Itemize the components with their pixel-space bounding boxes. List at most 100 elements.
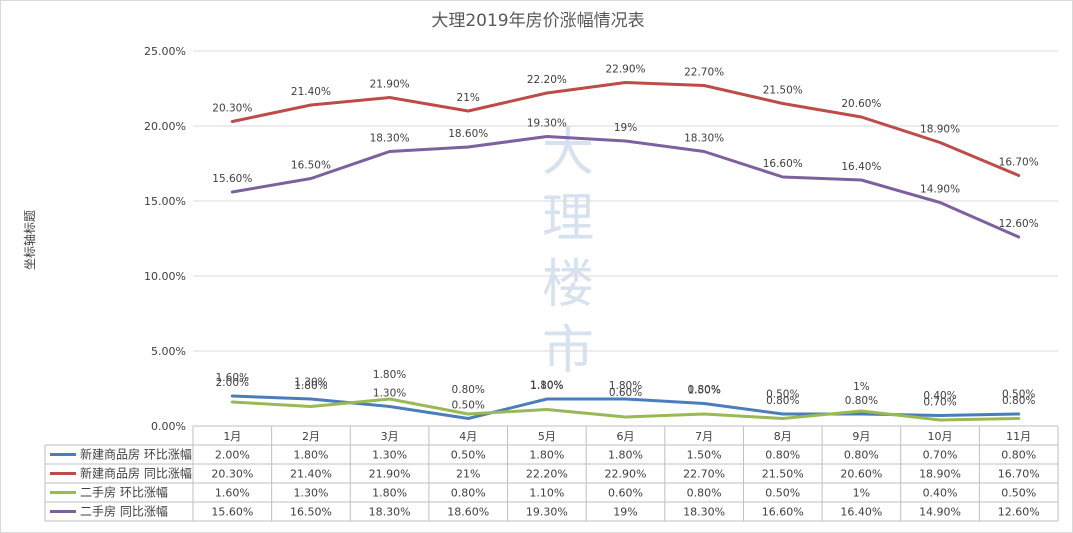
table-cell: 0.80% — [844, 449, 879, 462]
x-tick-label: 10月 — [928, 430, 953, 443]
chart-title: 大理2019年房价涨幅情况表 — [431, 11, 644, 31]
table-cell: 16.60% — [762, 506, 804, 519]
series-line-3 — [230, 397, 1021, 422]
table-cell: 0.70% — [923, 449, 958, 462]
data-label: 1.30% — [294, 377, 327, 389]
data-label: 0.80% — [687, 384, 720, 396]
data-labels: 2.00% 1.80%1.30%0.50%1.80% 1.80% 1.50%0.80%… — [212, 64, 1038, 412]
table-cell: 1% — [853, 487, 870, 500]
data-label: 15.60% — [212, 173, 252, 185]
data-label: 22.90% — [605, 64, 645, 76]
series-line-2 — [230, 81, 1021, 177]
table-cell: 0.80% — [765, 449, 800, 462]
data-label: 20.60% — [841, 98, 881, 110]
y-axis-title: 坐标轴标题 — [22, 210, 37, 270]
data-label: 0.50% — [1002, 389, 1035, 401]
table-cell: 21.40% — [290, 468, 332, 481]
y-axis-tick-labels: 0.00% 5.00% 10.00% 15.00% 20.00% 25.00% — [144, 45, 186, 433]
data-label: 0.50% — [766, 389, 799, 401]
x-tick-label: 1月 — [223, 430, 241, 443]
legend-entry: 新建商品房 环比涨幅 — [80, 447, 192, 462]
data-label: 16.70% — [999, 157, 1039, 169]
table-cell: 0.80% — [451, 487, 486, 500]
table-cell: 20.60% — [840, 468, 882, 481]
x-tick-label: 3月 — [381, 430, 399, 443]
data-label: 1.30% — [373, 388, 406, 400]
table-cell: 18.30% — [683, 506, 725, 519]
table-cell: 21.50% — [762, 468, 804, 481]
table-cell: 21.90% — [369, 468, 411, 481]
data-label: 0.40% — [923, 390, 956, 402]
table-cell: 21% — [456, 468, 480, 481]
table-cell: 2.00% — [215, 449, 250, 462]
data-label: 16.40% — [841, 161, 881, 173]
data-label: 1.50% — [687, 385, 720, 397]
x-tick-label: 5月 — [538, 430, 556, 443]
table-cell: 1.10% — [529, 487, 564, 500]
data-label: 21% — [457, 92, 480, 104]
data-label: 1% — [853, 381, 870, 393]
x-tick-label: 6月 — [617, 430, 635, 443]
table-cell: 14.90% — [919, 506, 961, 519]
x-tick-label: 2月 — [302, 430, 320, 443]
data-label: 1.80% — [609, 380, 642, 392]
y-tick-label: 15.00% — [144, 195, 186, 208]
table-cell: 1.30% — [293, 487, 328, 500]
legend-entry: 二手房 同比涨幅 — [80, 504, 168, 519]
table-cell: 19% — [613, 506, 637, 519]
table-cell: 16.50% — [290, 506, 332, 519]
table-cell: 0.40% — [923, 487, 958, 500]
table-cell: 22.90% — [605, 468, 647, 481]
y-tick-label: 20.00% — [144, 120, 186, 133]
table-cell: 0.80% — [1001, 449, 1036, 462]
data-label: 18.60% — [448, 128, 488, 140]
data-label: 21.50% — [763, 85, 803, 97]
table-cell: 16.40% — [840, 506, 882, 519]
watermark-char: 楼 — [542, 255, 594, 315]
data-label: 18.90% — [920, 124, 960, 136]
x-tick-label: 8月 — [774, 430, 792, 443]
data-label: 0.80% — [1002, 395, 1035, 407]
legend-entry: 新建商品房 同比涨幅 — [80, 466, 192, 481]
data-label: 1.80% — [373, 369, 406, 381]
series-lines — [230, 81, 1021, 422]
table-cell: 12.60% — [998, 506, 1040, 519]
table-cell: 0.80% — [687, 487, 722, 500]
table-cell: 18.30% — [369, 506, 411, 519]
y-tick-label: 10.00% — [144, 270, 186, 283]
data-label: 0.80% — [845, 395, 878, 407]
y-tick-label: 0.00% — [151, 420, 186, 433]
table-cell: 18.90% — [919, 468, 961, 481]
data-label: 19.30% — [527, 118, 567, 130]
watermark-char: 理 — [542, 189, 594, 249]
table-cell: 20.30% — [211, 468, 253, 481]
table-cell: 18.60% — [447, 506, 489, 519]
table-cell: 15.60% — [211, 506, 253, 519]
data-label: 16.50% — [291, 160, 331, 172]
data-label: 12.60% — [999, 218, 1039, 230]
data-label: 20.30% — [212, 103, 252, 115]
table-cell: 1.80% — [372, 487, 407, 500]
data-label: 0.60% — [609, 387, 642, 399]
data-label: 1.80% — [530, 380, 563, 392]
table-cell: 1.80% — [529, 449, 564, 462]
table-cell: 1.60% — [215, 487, 250, 500]
data-label: 22.20% — [527, 74, 567, 86]
series-line-4 — [230, 135, 1021, 239]
data-label: 14.90% — [920, 184, 960, 196]
table-cell: 0.50% — [1001, 487, 1036, 500]
watermark-char: 大 — [542, 123, 594, 183]
x-tick-label: 7月 — [695, 430, 713, 443]
data-label: 22.70% — [684, 67, 724, 79]
table-cell: 1.80% — [608, 449, 643, 462]
table-cell: 1.50% — [687, 449, 722, 462]
table-cell: 0.60% — [608, 487, 643, 500]
table-cell: 22.70% — [683, 468, 725, 481]
data-label: 1.80% — [294, 380, 327, 392]
data-label: 18.30% — [370, 133, 410, 145]
data-label: 0.80% — [766, 395, 799, 407]
table-cell: 0.50% — [451, 449, 486, 462]
data-label: 21.90% — [370, 79, 410, 91]
